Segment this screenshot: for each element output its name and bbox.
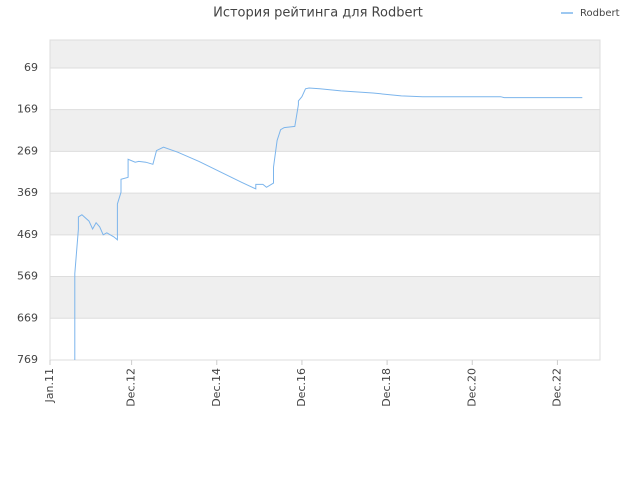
y-tick-label: 169 [17,103,38,116]
x-tick-label: Dec.12 [125,368,138,407]
band [50,276,600,319]
x-tick-label: Dec.18 [380,368,393,407]
rating-line [74,87,583,360]
band [50,109,600,152]
y-tick-label: 769 [17,353,38,366]
x-tick-label: Dec.14 [210,368,223,407]
legend-label: Rodbert [580,8,620,19]
y-tick-label: 369 [17,186,38,199]
y-tick-label: 469 [17,228,38,241]
y-tick-label: 269 [17,144,38,157]
band [50,40,600,68]
x-tick-label: Dec.16 [295,368,308,407]
x-tick-label: Dec.22 [550,368,563,407]
band [50,193,600,235]
x-tick-label: Dec.20 [465,368,478,407]
x-tick-label: Jan.11 [43,368,56,403]
y-tick-label: 569 [17,270,38,283]
y-tick-label: 669 [17,311,38,324]
chart-title: История рейтинга для Rodbert [213,6,423,21]
y-tick-label: 69 [24,61,38,74]
